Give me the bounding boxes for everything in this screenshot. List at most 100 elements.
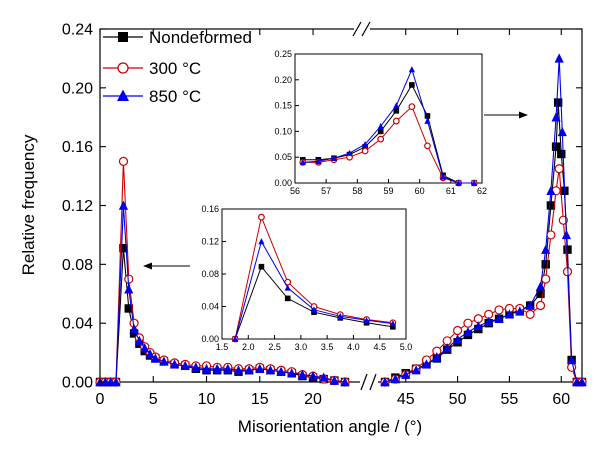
data-point-850-c-50 <box>561 229 572 240</box>
inset0-y-tick-label: 0.04 <box>201 302 219 312</box>
y-tick-label: 0.04 <box>62 316 93 333</box>
series-line-300-c-high <box>384 168 582 383</box>
data-point-850-c-43 <box>525 300 535 310</box>
x-tick-label: 45 <box>397 391 415 408</box>
y-tick-label: 0.20 <box>62 80 93 97</box>
data-point-850-c-46 <box>546 185 556 195</box>
data-point-nondeformed-49 <box>557 149 566 159</box>
data-point-850-c-28 <box>340 376 350 387</box>
data-point-850-c-36 <box>452 334 463 344</box>
inset1-x-tick-label: 60 <box>415 186 425 196</box>
inset0-point-0-1 <box>258 263 265 270</box>
x-tick-label: 10 <box>198 391 216 408</box>
inset0-point-2-4 <box>337 312 344 320</box>
data-point-850-c-47 <box>551 112 561 122</box>
inset1-point-2-10 <box>455 179 462 186</box>
y-tick-label: 0.16 <box>62 139 93 156</box>
data-point-nondeformed-48 <box>553 98 563 107</box>
inset1-y-tick-label: 0.10 <box>274 126 292 136</box>
inset0-x-tick-label: 4.0 <box>347 342 360 352</box>
inset0-x-tick-label: 3.0 <box>295 342 308 352</box>
y-tick-label: 0.24 <box>62 22 93 39</box>
data-point-850-c-33 <box>421 359 432 369</box>
data-point-nondeformed-5 <box>124 304 133 313</box>
inset0-point-0-6 <box>390 324 396 330</box>
data-point-850-c-38 <box>473 321 483 331</box>
inset0-point-2-5 <box>363 316 370 324</box>
data-point-850-c-34 <box>432 351 442 362</box>
data-point-850-c-31 <box>401 369 411 379</box>
legend-item-850c: 850 °C <box>103 87 201 106</box>
inset0-point-2-3 <box>310 306 318 313</box>
data-point-850-c-18 <box>233 365 244 375</box>
inset1-point-2-0 <box>299 159 306 166</box>
axis-break-marker-bottom <box>360 372 378 392</box>
inset1-x-tick-label: 62 <box>477 186 487 196</box>
data-point-nondeformed-45 <box>541 260 550 269</box>
inset1-x-tick-label: 57 <box>321 186 331 196</box>
data-point-850-c-42 <box>515 306 525 316</box>
data-point-850-c-37 <box>463 326 473 337</box>
legend-label-850c: 850 °C <box>149 87 201 106</box>
data-point-300-c-40 <box>494 305 504 315</box>
data-point-850-c-7 <box>134 335 145 346</box>
inset1-x-tick-label: 56 <box>290 186 300 196</box>
data-point-850-c-12 <box>169 359 180 369</box>
inset1-point-1-5 <box>377 135 385 143</box>
axis-break-marker-top <box>352 20 371 38</box>
inset1-point-2-6 <box>393 102 400 109</box>
data-point-850-c-9 <box>145 349 155 359</box>
inset0-y-tick-label: 0.16 <box>201 204 219 214</box>
inset0-y-tick-label: 0.00 <box>201 334 219 344</box>
data-point-nondeformed-46 <box>546 201 556 210</box>
data-point-850-c-6 <box>129 324 139 334</box>
arrow-to-high-peak <box>484 111 528 119</box>
legend-item-nondeformed: Nondeformed <box>103 28 252 47</box>
inset1-point-1-7 <box>408 103 416 111</box>
inset1-point-1-6 <box>392 117 400 125</box>
inset1-point-2-5 <box>377 122 384 130</box>
inset1-point-2-1 <box>315 157 322 165</box>
arrow-to-low-peak <box>143 262 190 270</box>
inset1-point-2-8 <box>424 117 431 124</box>
data-point-850-c-45 <box>541 244 551 254</box>
inset0-point-1-1 <box>258 213 265 221</box>
inset0-point-2-2 <box>284 284 291 291</box>
inset1-y-tick-label: 0.20 <box>274 75 292 85</box>
x-tick-label: 60 <box>552 391 570 408</box>
y-tick-label: 0.08 <box>62 257 93 274</box>
inset1-point-1-4 <box>361 147 369 155</box>
inset1-point-2-2 <box>330 154 338 162</box>
data-point-nondeformed-47 <box>551 142 561 151</box>
inset1-point-2-11 <box>471 179 478 186</box>
data-point-850-c-35 <box>442 343 452 353</box>
data-point-850-c-23 <box>287 368 297 378</box>
y-tick-label: 0.12 <box>62 198 93 215</box>
data-point-850-c-3 <box>111 376 121 387</box>
data-point-300-c-43 <box>525 309 535 319</box>
legend: Nondeformed 300 °C 850 °C <box>103 28 252 106</box>
y-tick-label: 0.00 <box>62 375 93 392</box>
inset1-x-tick-label: 58 <box>352 186 362 196</box>
data-point-850-c-39 <box>484 316 494 326</box>
inset1-x-tick-label: 59 <box>383 186 393 196</box>
data-point-300-c-46 <box>546 230 556 240</box>
inset1-point-2-4 <box>362 140 369 148</box>
data-point-850-c-26 <box>319 372 329 382</box>
x-tick-label: 55 <box>501 391 519 408</box>
inset0-x-tick-label: 4.5 <box>373 342 386 352</box>
x-tick-label: 20 <box>304 391 322 408</box>
data-point-850-c-24 <box>297 369 308 379</box>
data-point-850-c-51 <box>567 354 577 365</box>
inset0-x-tick-label: 5.0 <box>400 342 413 352</box>
data-point-300-c-45 <box>541 274 551 284</box>
data-point-850-c-5 <box>124 284 134 294</box>
inset0-x-tick-label: 1.5 <box>216 342 229 352</box>
data-point-850-c-40 <box>494 313 504 323</box>
data-point-300-c-48 <box>554 164 564 174</box>
data-point-850-c-49 <box>557 126 567 137</box>
data-point-850-c-13 <box>180 360 190 371</box>
data-point-850-c-48 <box>554 53 564 63</box>
data-point-850-c-30 <box>390 374 400 384</box>
